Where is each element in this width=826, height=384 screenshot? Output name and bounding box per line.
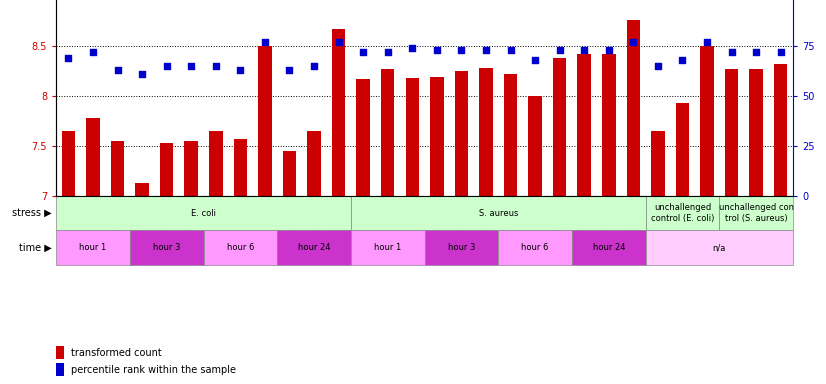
Bar [332, 29, 345, 196]
Text: transformed count: transformed count [72, 348, 162, 358]
Bar [130, 230, 203, 265]
Point [602, 47, 615, 53]
Point [381, 49, 394, 55]
Point [676, 57, 689, 63]
Bar [627, 20, 640, 196]
Point [725, 49, 738, 55]
Bar [504, 74, 517, 196]
Bar [56, 230, 130, 265]
Bar [56, 363, 64, 376]
Bar [498, 230, 572, 265]
Point [135, 71, 149, 77]
Bar [719, 196, 793, 230]
Text: hour 3: hour 3 [153, 243, 180, 252]
Bar [62, 131, 75, 196]
Text: unchallenged
control (E. coli): unchallenged control (E. coli) [651, 204, 714, 223]
Text: S. aureus: S. aureus [478, 209, 518, 218]
Text: percentile rank within the sample: percentile rank within the sample [72, 365, 236, 375]
Bar [111, 141, 125, 196]
Bar [646, 230, 793, 265]
Bar [553, 58, 567, 196]
Point [749, 49, 762, 55]
Text: hour 24: hour 24 [298, 243, 330, 252]
Bar [135, 183, 149, 196]
Text: stress ▶: stress ▶ [12, 208, 52, 218]
Bar [430, 77, 444, 196]
Bar [454, 71, 468, 196]
Point [430, 47, 444, 53]
Text: hour 24: hour 24 [592, 243, 625, 252]
Point [406, 45, 419, 51]
Bar [700, 46, 714, 196]
Text: n/a: n/a [713, 243, 726, 252]
Bar [351, 196, 646, 230]
Point [282, 67, 296, 73]
Bar [278, 230, 351, 265]
Bar [160, 143, 173, 196]
Bar [282, 151, 297, 196]
Bar [351, 230, 425, 265]
Text: hour 1: hour 1 [374, 243, 401, 252]
Point [577, 47, 591, 53]
Bar [356, 79, 370, 196]
Text: hour 3: hour 3 [448, 243, 475, 252]
Text: E. coli: E. coli [191, 209, 216, 218]
Point [627, 39, 640, 45]
Bar [259, 46, 272, 196]
Point [209, 63, 222, 69]
Point [455, 47, 468, 53]
Text: time ▶: time ▶ [19, 243, 52, 253]
Bar [646, 196, 719, 230]
Bar [602, 54, 615, 196]
Bar [56, 196, 351, 230]
Bar [307, 131, 320, 196]
Point [307, 63, 320, 69]
Point [529, 57, 542, 63]
Text: unchallenged con
trol (S. aureus): unchallenged con trol (S. aureus) [719, 204, 794, 223]
Point [160, 63, 173, 69]
Text: hour 1: hour 1 [79, 243, 107, 252]
Bar [425, 230, 498, 265]
Bar [234, 139, 247, 196]
Bar [184, 141, 198, 196]
Point [700, 39, 714, 45]
Text: hour 6: hour 6 [521, 243, 548, 252]
Point [651, 63, 664, 69]
Bar [651, 131, 665, 196]
Bar [203, 230, 278, 265]
Point [504, 47, 517, 53]
Bar [479, 68, 493, 196]
Bar [86, 118, 100, 196]
Bar [406, 78, 419, 196]
Point [553, 47, 567, 53]
Bar [749, 69, 763, 196]
Point [185, 63, 198, 69]
Bar [529, 96, 542, 196]
Point [332, 39, 345, 45]
Point [479, 47, 492, 53]
Bar [774, 64, 787, 196]
Point [234, 67, 247, 73]
Bar [209, 131, 222, 196]
Bar [724, 69, 738, 196]
Point [62, 55, 75, 61]
Bar [572, 230, 646, 265]
Bar [381, 69, 395, 196]
Point [111, 67, 124, 73]
Text: hour 6: hour 6 [226, 243, 254, 252]
Point [259, 39, 272, 45]
Point [774, 49, 787, 55]
Point [87, 49, 100, 55]
Point [357, 49, 370, 55]
Bar [56, 346, 64, 359]
Bar [577, 54, 591, 196]
Bar [676, 103, 689, 196]
